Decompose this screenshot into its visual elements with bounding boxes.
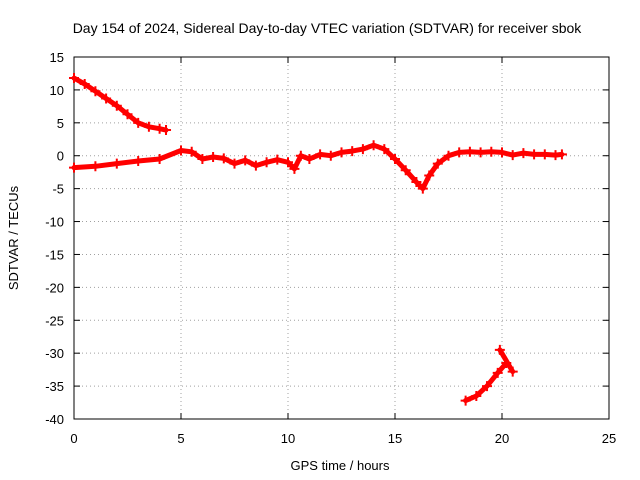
x-tick-label: 0 (70, 431, 77, 446)
data-series (69, 73, 567, 406)
data-point (315, 149, 326, 160)
grid-lines (74, 57, 609, 419)
plot-frame (73, 56, 610, 420)
data-point (69, 162, 79, 173)
y-tick-label: -15 (45, 247, 64, 262)
data-point (186, 146, 197, 157)
data-point (379, 144, 390, 155)
y-tick-label: -35 (45, 379, 64, 394)
data-point (443, 150, 454, 161)
data-point (411, 177, 422, 188)
y-tick-label: -5 (52, 182, 64, 197)
data-point (454, 147, 465, 158)
data-point (229, 158, 240, 169)
x-tick-label: 5 (177, 431, 184, 446)
data-point (492, 367, 503, 378)
data-point (336, 147, 347, 158)
data-point (111, 158, 122, 169)
data-point (357, 144, 368, 155)
data-point (261, 157, 272, 168)
x-tick-label: 15 (388, 431, 402, 446)
y-axis-label: SDTVAR / TECUs (6, 185, 21, 290)
data-point (154, 123, 165, 134)
data-point (325, 150, 336, 161)
y-tick-label: 15 (50, 50, 64, 65)
chart-title: Day 154 of 2024, Sidereal Day-to-day VTE… (73, 20, 583, 36)
data-point (143, 121, 154, 132)
data-point (250, 160, 261, 171)
x-tick-label: 25 (602, 431, 616, 446)
data-point (507, 150, 518, 161)
y-tick-label: -40 (45, 412, 64, 427)
x-tick-label: 10 (281, 431, 295, 446)
data-point (90, 86, 101, 97)
data-point (295, 150, 306, 161)
data-point (304, 154, 315, 165)
data-point (497, 147, 507, 158)
data-point (101, 93, 112, 104)
y-tick-label: -10 (45, 215, 64, 230)
data-point (176, 145, 186, 156)
data-point (518, 148, 529, 159)
data-point (482, 381, 493, 392)
data-point (111, 100, 122, 111)
data-point (161, 125, 172, 136)
x-tick-label: 20 (495, 431, 509, 446)
data-point (69, 73, 79, 84)
data-point (368, 140, 379, 151)
data-point (464, 146, 475, 157)
data-point (218, 153, 229, 164)
data-point (197, 154, 208, 165)
y-tick-label: -20 (45, 280, 64, 295)
data-point (460, 395, 471, 406)
data-point (424, 170, 435, 181)
data-point (400, 165, 411, 176)
x-axis-ticks: 0 5 10 15 20 25 (70, 57, 616, 446)
data-point (417, 183, 428, 194)
data-point (475, 147, 486, 158)
data-point (240, 155, 251, 166)
data-point (133, 117, 144, 128)
data-point (154, 154, 165, 165)
data-point (494, 344, 505, 355)
data-point (390, 154, 400, 165)
y-axis-ticks: 15 10 5 0 -5 -10 -15 -20 -25 -30 -35 -40 (45, 50, 609, 427)
data-point (556, 149, 567, 160)
data-point (347, 146, 358, 157)
y-tick-label: 0 (57, 149, 64, 164)
data-point (486, 146, 497, 157)
y-tick-label: -30 (45, 346, 64, 361)
data-point (122, 109, 133, 120)
data-point (529, 149, 540, 160)
data-point (289, 163, 300, 174)
y-tick-label: 10 (50, 83, 64, 98)
data-point (272, 154, 283, 165)
data-point (539, 149, 550, 160)
series-decay-early (71, 75, 169, 133)
y-tick-label: 5 (57, 116, 64, 131)
data-point (208, 152, 219, 163)
data-point (471, 390, 482, 401)
data-point (79, 78, 90, 89)
data-point (283, 157, 293, 168)
series-late-cross (497, 347, 516, 375)
data-point (507, 366, 518, 377)
y-tick-label: -25 (45, 313, 64, 328)
data-point (90, 161, 101, 172)
x-axis-label: GPS time / hours (291, 458, 390, 473)
data-point (432, 158, 443, 169)
data-point (133, 155, 144, 166)
